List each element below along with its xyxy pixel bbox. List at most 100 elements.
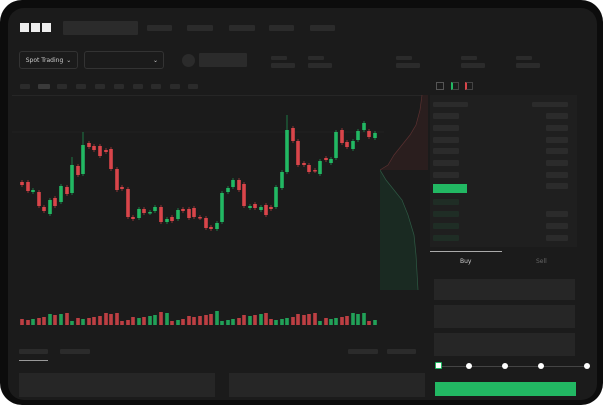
candle: [70, 157, 74, 195]
orders-panel: [19, 373, 215, 397]
pair-selector[interactable]: ⌄: [84, 51, 164, 69]
chart-tool: [95, 84, 105, 89]
volume-bar: [20, 319, 24, 325]
volume-bar: [176, 320, 180, 325]
depth-bids-line: [380, 169, 419, 290]
volume-bar: [351, 313, 355, 325]
candle: [192, 206, 196, 219]
slider-mark-25[interactable]: [466, 363, 472, 369]
volume-bar: [345, 316, 349, 325]
bottom-tab-underline: [19, 360, 48, 361]
buy-button[interactable]: [435, 382, 576, 396]
volume-bar: [42, 317, 46, 325]
candle-body: [209, 227, 213, 229]
bid-price: [433, 211, 459, 217]
candle: [65, 185, 69, 196]
candle-body: [20, 182, 24, 185]
bottom-action[interactable]: [348, 349, 378, 354]
orderbook-buy-icon[interactable]: [451, 82, 459, 90]
volume-bar: [31, 319, 35, 325]
ask-size: [546, 148, 568, 154]
candle-body: [87, 143, 91, 147]
candle: [285, 115, 289, 174]
candle: [31, 188, 35, 194]
nav-item[interactable]: [229, 25, 255, 31]
volume-bar: [237, 318, 241, 325]
ask-size: [546, 125, 568, 131]
candle: [131, 215, 135, 221]
volume-bar: [302, 315, 306, 325]
candle: [231, 178, 235, 189]
nav-item[interactable]: [147, 25, 172, 31]
volume-bar: [215, 311, 219, 325]
nav-item[interactable]: [269, 25, 294, 31]
stat-label: [516, 56, 532, 60]
volume-bar: [65, 313, 69, 325]
candle: [153, 205, 157, 213]
nav-item[interactable]: [187, 25, 213, 31]
candle: [53, 196, 57, 208]
volume-bar: [307, 314, 311, 325]
candle-body: [31, 190, 35, 192]
candle-body: [313, 170, 317, 172]
amount-input[interactable]: [434, 305, 575, 328]
volume-bar: [98, 316, 102, 325]
volume-bar: [334, 318, 338, 325]
candle: [351, 139, 355, 151]
tab-order-history[interactable]: [60, 349, 90, 354]
candle: [373, 131, 377, 140]
volume-bar: [318, 321, 322, 325]
candle-body: [264, 205, 268, 215]
slider-mark-75[interactable]: [538, 363, 544, 369]
volume-bar: [269, 319, 273, 325]
slider-mark-50[interactable]: [502, 363, 508, 369]
search-bar[interactable]: [63, 21, 138, 35]
nav-item[interactable]: [310, 25, 335, 31]
chart-tool: [57, 84, 67, 89]
candle-body: [159, 207, 163, 222]
volume-bar: [253, 315, 257, 325]
total-input[interactable]: [434, 333, 575, 356]
candle: [198, 215, 202, 220]
order-book: [430, 95, 577, 247]
volume-bar: [220, 321, 224, 325]
candle: [329, 157, 333, 165]
amount-slider[interactable]: [439, 366, 587, 367]
candle: [142, 207, 146, 215]
tab-buy[interactable]: Buy: [460, 258, 472, 265]
candle: [59, 184, 63, 204]
stat-label: [461, 56, 477, 60]
candle: [242, 182, 246, 208]
chart-tool: [114, 84, 124, 89]
candle: [209, 225, 213, 231]
bottom-action[interactable]: [387, 349, 416, 354]
ask-size: [546, 211, 568, 217]
candle-body: [170, 217, 174, 221]
ask-size: [546, 113, 568, 119]
stat-label: [308, 56, 324, 60]
volume-bar: [142, 317, 146, 325]
chart-tool: [133, 84, 143, 89]
coin-icon: [182, 54, 195, 67]
market-selector[interactable]: Spot Trading ⌄: [19, 51, 78, 69]
candle-body: [302, 163, 306, 165]
tab-sell[interactable]: Sell: [536, 258, 547, 265]
tab-open-orders[interactable]: [19, 349, 48, 354]
candlestick-chart[interactable]: [12, 88, 384, 338]
volume-bar: [291, 317, 295, 325]
candle: [187, 207, 191, 220]
slider-handle[interactable]: [435, 362, 442, 369]
stat-value: [308, 63, 332, 68]
chart-tool: [20, 84, 30, 89]
volume-bar: [26, 320, 30, 325]
volume-bar: [274, 320, 278, 325]
volume-bar: [231, 319, 235, 325]
candle: [115, 167, 119, 192]
orderbook-both-icon[interactable]: [436, 82, 444, 90]
orderbook-sell-icon[interactable]: [465, 82, 473, 90]
price-input[interactable]: [434, 279, 575, 300]
candle: [137, 207, 141, 220]
slider-mark-100[interactable]: [584, 363, 590, 369]
candle-body: [296, 141, 300, 165]
chart-tool: [188, 84, 198, 89]
